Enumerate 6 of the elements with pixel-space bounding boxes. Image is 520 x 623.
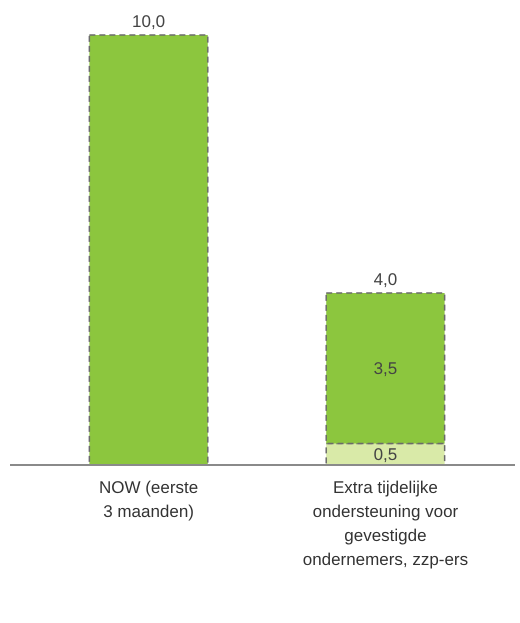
x-tick-label: Extra tijdelijke ondersteuning voor gevestigde ondernemers, zzp-ers [302,478,468,569]
total-label: 4,0 [374,270,398,289]
data-label: 3,5 [374,359,398,378]
x-tick-label: NOW (eerste 3 maanden) [98,478,198,521]
total-label: 10,0 [132,12,166,31]
data-label: 0,5 [374,445,398,464]
